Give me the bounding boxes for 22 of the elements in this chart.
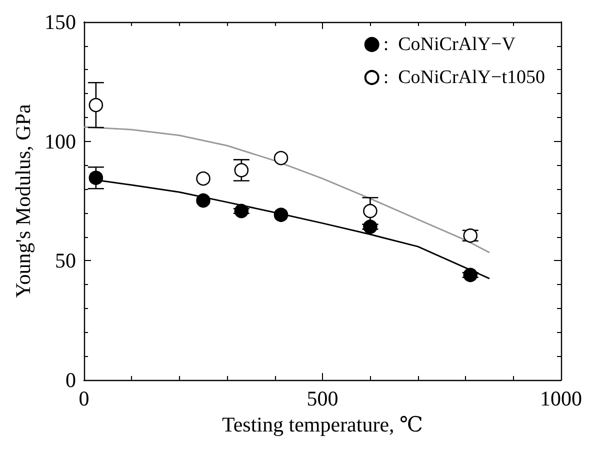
point: [274, 150, 288, 166]
point: [88, 98, 104, 112]
x-axis-title: Testing temperature, ℃: [222, 412, 424, 436]
y-tick-label: 100: [44, 129, 76, 154]
point: [196, 171, 210, 186]
point: [274, 208, 288, 222]
point: [234, 163, 249, 178]
point: [363, 204, 378, 218]
y-axis-title: Young's Modulus, GPa: [11, 104, 36, 298]
x-tick-label: 1000: [540, 386, 582, 410]
line-series: [83, 126, 490, 254]
y-tick-label: 150: [44, 10, 76, 34]
point: [234, 204, 249, 218]
legend-label: : CoNiCrAlY−V: [383, 34, 516, 55]
legend-label: : CoNiCrAlY−t1050: [383, 67, 546, 88]
point: [363, 220, 378, 234]
y-tick-label: 0: [66, 368, 76, 392]
point: [463, 268, 478, 282]
point: [88, 170, 104, 185]
y-tick-label: 50: [55, 248, 76, 273]
x-tick-label: 500: [306, 386, 338, 410]
point: [196, 193, 210, 208]
